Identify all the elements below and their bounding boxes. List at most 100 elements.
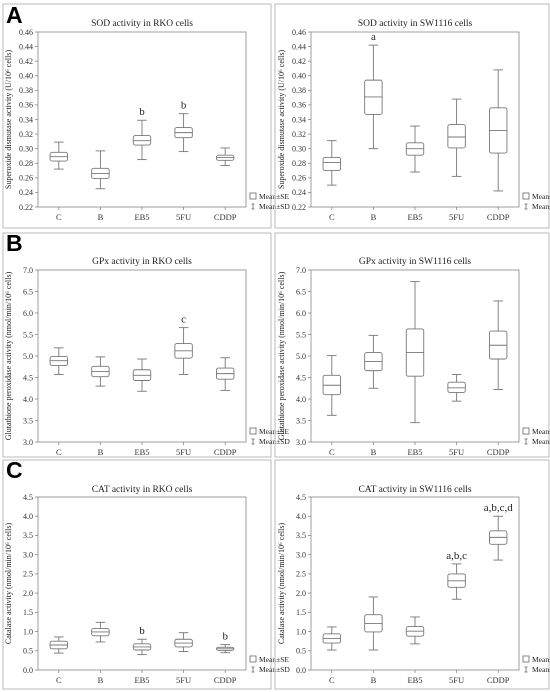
chart-title: CAT activity in RKO cells xyxy=(92,485,193,495)
y-tick-label: 4.0 xyxy=(23,512,33,521)
y-tick-label: 0.28 xyxy=(19,159,33,168)
y-tick-label: 3.5 xyxy=(23,531,33,540)
y-tick-label: 3.5 xyxy=(296,416,306,425)
y-tick-label: 1.5 xyxy=(296,608,306,617)
category-label: B xyxy=(98,212,104,222)
category-label: EB5 xyxy=(407,675,422,685)
y-tick-label: 2.0 xyxy=(23,589,33,598)
y-tick-label: 1.0 xyxy=(296,627,306,636)
y-tick-label: 0.22 xyxy=(292,203,306,212)
chart-title: GPx activity in RKO cells xyxy=(92,257,192,267)
category-label: EB5 xyxy=(134,212,149,222)
legend-se-label: Mean±SE xyxy=(259,427,289,436)
chart-title: GPx activity in SW1116 cells xyxy=(359,257,472,267)
y-tick-label: 0.34 xyxy=(292,115,306,124)
y-tick-label: 0.40 xyxy=(292,72,306,81)
category-label: 5FU xyxy=(449,447,464,457)
y-tick-label: 0.5 xyxy=(23,647,33,656)
y-tick-label: 3.5 xyxy=(296,531,306,540)
legend-se-swatch xyxy=(249,192,257,200)
y-tick-label: 5.0 xyxy=(23,352,33,361)
y-tick-label: 7.0 xyxy=(296,266,306,275)
y-tick-label: 0.36 xyxy=(19,101,33,110)
panel-letter-a: A xyxy=(6,2,23,28)
significance-label: a xyxy=(371,31,376,43)
y-tick-label: 0.26 xyxy=(292,174,306,183)
significance-label: a,b,c,d xyxy=(484,502,514,514)
category-label: CDDP xyxy=(487,447,510,457)
legend-se-swatch xyxy=(522,655,530,663)
category-label: 5FU xyxy=(176,212,191,222)
category-label: EB5 xyxy=(134,675,149,685)
category-label: CDDP xyxy=(214,447,237,457)
y-tick-label: 4.5 xyxy=(296,373,306,382)
category-label: B xyxy=(98,675,104,685)
chart-5: CAT activity in SW1116 cells 0.0 0.5 1.0 1.5… xyxy=(274,459,550,690)
y-tick-label: 0.0 xyxy=(23,666,33,675)
category-label: 5FU xyxy=(449,675,464,685)
y-axis-label: Superoxide dismutase activity (U/10⁶ cel… xyxy=(4,50,13,190)
y-tick-label: 0.26 xyxy=(19,174,33,183)
se-box xyxy=(447,124,466,149)
y-tick-label: 0.42 xyxy=(19,57,33,66)
y-axis-label: Superoxide dismutase activity (U/10⁶ cel… xyxy=(277,50,286,190)
category-label: 5FU xyxy=(176,675,191,685)
category-label: CDDP xyxy=(214,675,237,685)
y-tick-label: 1.0 xyxy=(23,627,33,636)
y-tick-label: 3.0 xyxy=(23,438,33,447)
chart-frame xyxy=(274,459,550,690)
significance-label: c xyxy=(181,314,186,326)
y-tick-label: 0.32 xyxy=(19,130,33,139)
category-label: 5FU xyxy=(449,212,464,222)
plot-area xyxy=(37,31,247,208)
y-tick-label: 4.5 xyxy=(23,493,33,502)
y-tick-label: 0.38 xyxy=(292,86,306,95)
y-tick-label: 0.5 xyxy=(296,647,306,656)
category-label: B xyxy=(371,212,377,222)
y-tick-label: 0.34 xyxy=(19,115,33,124)
significance-label: a,b,c xyxy=(446,550,467,562)
chart-1: SOD activity in SW1116 cells 0.22 0.24 0.26… xyxy=(274,3,550,229)
category-label: C xyxy=(329,675,335,685)
chart-4: CAT activity in RKO cells 0.0 0.5 1.0 1.5 2.0… xyxy=(2,459,290,690)
legend-se-label: Mean±SE xyxy=(532,192,550,201)
category-label: B xyxy=(371,447,377,457)
category-label: C xyxy=(56,675,62,685)
chart-2: GPx activity in RKO cells 3.0 3.5 4.0 4.5 5.0… xyxy=(2,232,290,458)
legend-sd-label: Mean±SD xyxy=(532,202,550,211)
y-tick-label: 5.5 xyxy=(23,330,33,339)
y-tick-label: 4.0 xyxy=(296,395,306,404)
legend-se-swatch xyxy=(522,427,530,435)
y-tick-label: 2.5 xyxy=(23,570,33,579)
legend-sd-label: Mean±SD xyxy=(532,437,550,446)
chart-3: GPx activity in SW1116 cells 3.0 3.5 4.0 4.5… xyxy=(274,232,550,458)
y-tick-label: 0.44 xyxy=(19,42,33,51)
y-tick-label: 3.0 xyxy=(296,438,306,447)
plot-area xyxy=(37,269,247,443)
y-tick-label: 5.0 xyxy=(296,352,306,361)
y-tick-label: 0.40 xyxy=(19,72,33,81)
category-label: C xyxy=(56,212,62,222)
chart-0: SOD activity in RKO cells 0.22 0.24 0.26 0.2… xyxy=(2,3,290,229)
y-tick-label: 0.36 xyxy=(292,101,306,110)
category-label: B xyxy=(98,447,104,457)
chart-title: SOD activity in RKO cells xyxy=(91,19,193,29)
y-tick-label: 7.0 xyxy=(23,266,33,275)
y-tick-label: 6.0 xyxy=(296,309,306,318)
category-label: CDDP xyxy=(214,212,237,222)
y-axis-label: Glutathione peroxidase activity (nmol/mi… xyxy=(277,271,286,440)
y-tick-label: 0.46 xyxy=(292,28,306,37)
y-tick-label: 5.5 xyxy=(296,330,306,339)
y-tick-label: 0.24 xyxy=(292,188,306,197)
category-label: C xyxy=(329,447,335,457)
chart-frame xyxy=(2,232,272,458)
category-label: CDDP xyxy=(487,212,510,222)
y-tick-label: 6.0 xyxy=(23,309,33,318)
category-label: 5FU xyxy=(176,447,191,457)
category-label: CDDP xyxy=(487,675,510,685)
legend-se-label: Mean±SE xyxy=(532,427,550,436)
category-label: EB5 xyxy=(407,447,422,457)
y-axis-label: Catalase activity (nmol/min/10⁶ cells) xyxy=(277,523,286,645)
y-tick-label: 4.5 xyxy=(23,373,33,382)
chart-frame xyxy=(274,3,550,229)
